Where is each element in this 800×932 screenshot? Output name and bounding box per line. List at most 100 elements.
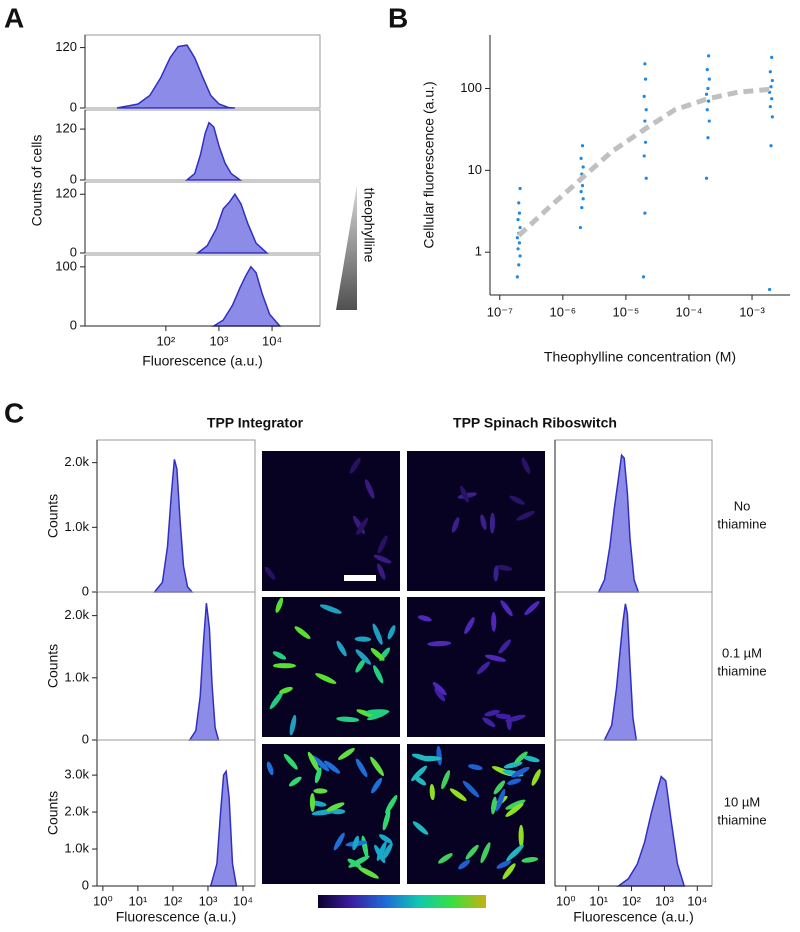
y-tick-label: 10 <box>468 162 482 177</box>
scatter-point <box>769 85 773 89</box>
y-axis-label: Counts <box>45 791 61 835</box>
cell <box>491 612 497 632</box>
scatter-point <box>768 105 772 109</box>
y-tick-label: 0 <box>82 877 89 892</box>
cell <box>451 517 460 533</box>
density-area <box>603 603 638 741</box>
cell <box>427 640 452 647</box>
y-axis-label: Cellular fluorescence (a.u.) <box>421 81 437 248</box>
x-tick-label: 10⁻⁷ <box>487 304 513 319</box>
cell <box>484 709 500 717</box>
cell <box>264 566 276 580</box>
cell <box>523 755 540 763</box>
scatter-point <box>518 186 522 191</box>
scatter-point <box>706 136 710 140</box>
cell <box>464 617 475 635</box>
scatter-point <box>770 78 774 83</box>
cell <box>387 625 396 640</box>
x-tick-label: 10⁻³ <box>739 304 765 319</box>
scatter-point <box>706 86 710 91</box>
y-tick-label: 0 <box>82 731 89 746</box>
x-tick-label: 10⁰ <box>556 893 576 908</box>
scatter-point <box>705 108 709 112</box>
scatter-point <box>517 201 521 205</box>
cell <box>441 770 451 790</box>
cell <box>495 713 511 720</box>
y-tick-label: 2.0k <box>64 454 89 469</box>
y-tick-label: 120 <box>55 121 77 136</box>
scatter-point <box>580 184 585 188</box>
cell <box>365 709 390 715</box>
x-tick-label: 10³ <box>199 893 218 908</box>
cell <box>509 495 525 505</box>
scatter-point <box>642 154 646 158</box>
cell <box>489 512 495 534</box>
y-tick-label: 100 <box>55 258 77 273</box>
cell <box>314 767 322 784</box>
cell <box>355 658 366 673</box>
x-axis-label: Fluorescence (a.u.) <box>142 353 263 369</box>
scatter-point <box>515 275 519 279</box>
micrograph <box>262 451 400 591</box>
cell <box>531 769 541 786</box>
scatter-point <box>642 94 646 99</box>
scatter-point <box>707 77 711 81</box>
cell <box>358 866 379 879</box>
scatter-point <box>579 156 583 160</box>
scatter-point <box>641 275 646 279</box>
x-tick-label: 10⁰ <box>93 893 113 908</box>
cell <box>493 565 499 582</box>
cell <box>370 756 384 777</box>
x-tick-label: 10² <box>622 893 641 908</box>
density-area <box>116 44 235 109</box>
scatter-point <box>518 254 522 258</box>
cell <box>364 479 375 499</box>
cell <box>498 639 511 654</box>
cell <box>460 485 469 503</box>
cell <box>373 665 384 684</box>
cell <box>505 802 524 817</box>
cell <box>294 626 311 639</box>
scatter-point <box>517 241 522 245</box>
cell <box>417 615 432 622</box>
scatter-point <box>768 70 772 74</box>
cell <box>518 824 524 848</box>
cell <box>289 776 302 787</box>
y-tick-label: 1.0k <box>64 519 89 534</box>
cell <box>480 514 487 530</box>
cell <box>524 601 540 616</box>
subplot-frame <box>84 181 321 254</box>
cell <box>333 832 345 851</box>
cell <box>269 691 283 710</box>
y-tick-label: 2.0k <box>64 804 89 819</box>
x-tick-label: 10⁴ <box>233 893 253 908</box>
cell <box>495 564 513 571</box>
y-tick-label: 1 <box>475 244 482 259</box>
scatter-point <box>707 99 711 103</box>
scatter-point <box>515 236 519 240</box>
y-tick-label: 2.0k <box>64 607 89 622</box>
x-axis-label: Theophylline concentration (M) <box>544 349 736 365</box>
cell <box>419 755 442 762</box>
x-tick-label: 10⁻⁴ <box>676 304 703 319</box>
cell <box>484 654 507 662</box>
cell <box>507 778 522 785</box>
density-area <box>616 775 686 887</box>
y-tick-label: 1.0k <box>64 840 89 855</box>
cell <box>503 761 523 769</box>
y-axis-label: Counts <box>45 494 61 538</box>
cell <box>336 716 360 723</box>
cell <box>412 821 429 835</box>
scatter-point <box>644 108 648 112</box>
y-tick-label: 0 <box>70 244 77 259</box>
row-label: No thiamine 0.1 µM thiamine 10 µM thiami… <box>717 498 766 827</box>
cell <box>436 745 442 766</box>
scatter-point <box>769 144 773 148</box>
row-label-line: No <box>734 498 751 513</box>
panel-label: C <box>4 397 24 428</box>
cell <box>521 457 531 474</box>
cell <box>326 802 345 812</box>
cell <box>349 457 361 474</box>
cell <box>482 717 496 728</box>
